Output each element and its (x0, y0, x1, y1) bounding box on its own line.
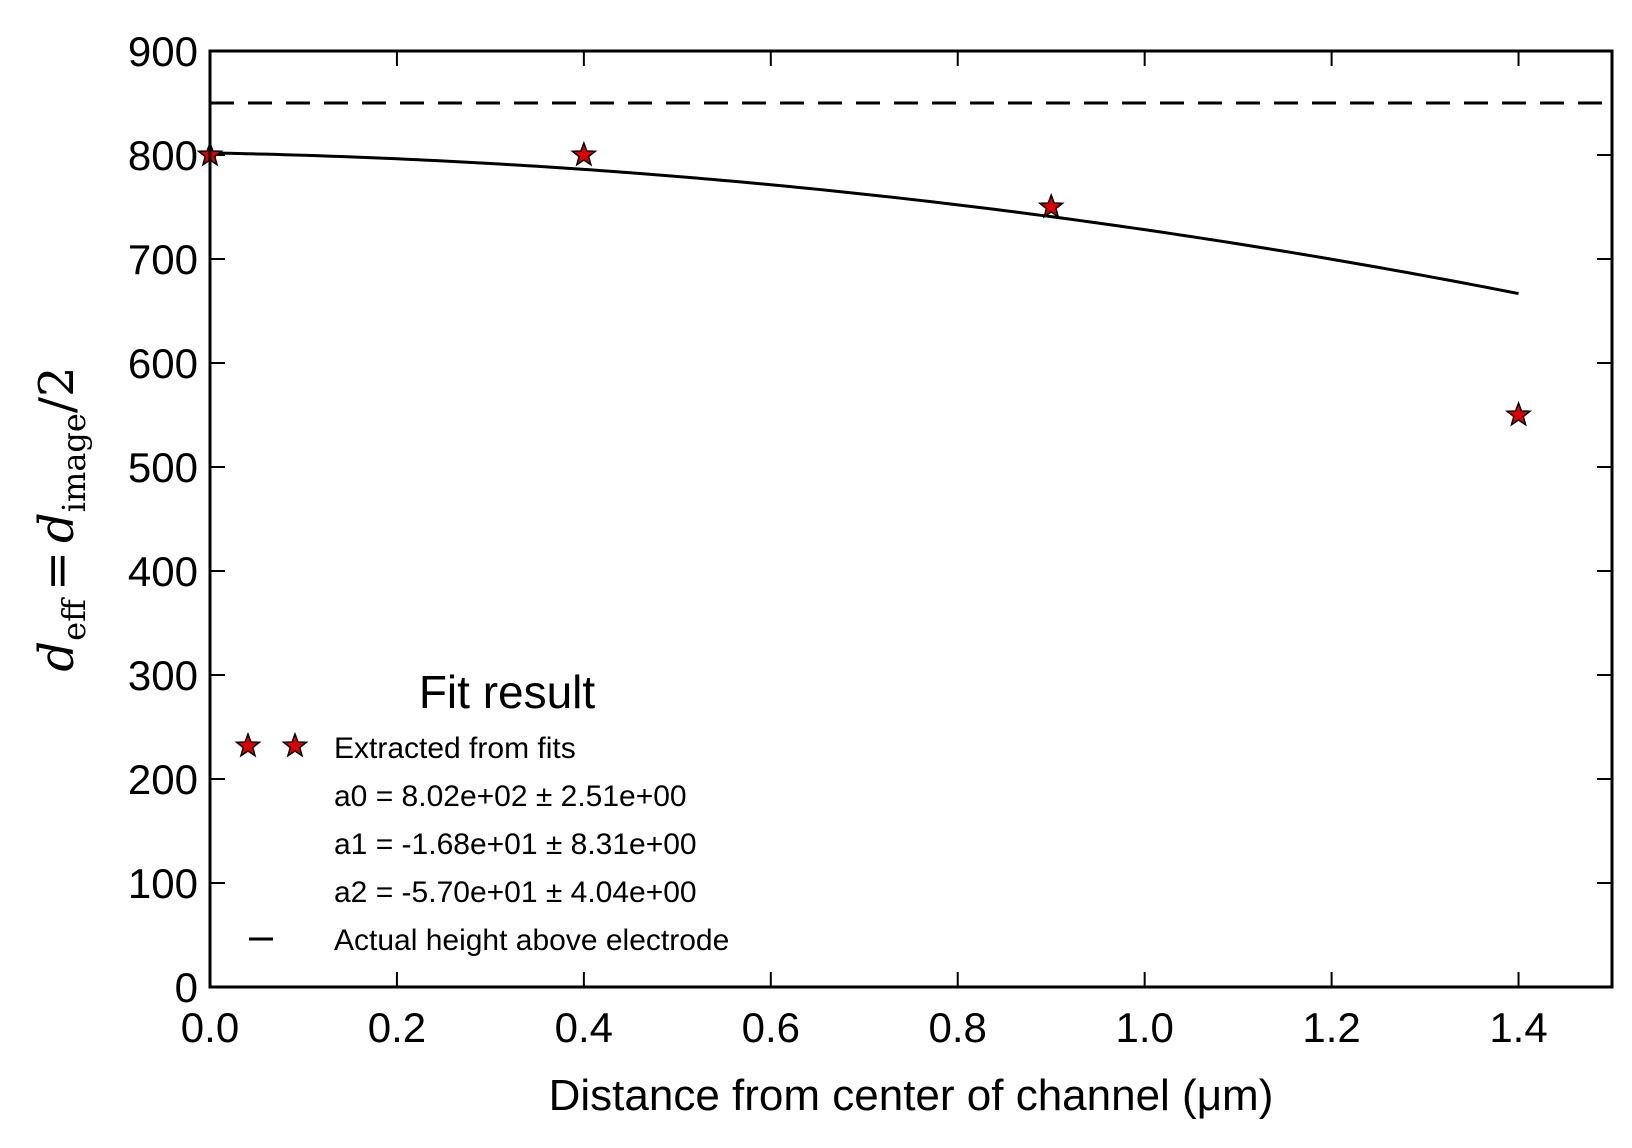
legend-title: Fit result (419, 666, 596, 718)
tick-labels: 0.0 0.2 0.4 0.6 0.8 1.0 1.2 1.4 0 100 200 300 400 500… (128, 28, 1548, 1051)
x-tick-label: 0.8 (929, 1004, 987, 1051)
y-tick-label: 900 (128, 28, 198, 75)
y-label-image: image (55, 413, 93, 512)
legend-entry-a1: a1 = -1.68e+01 ± 8.31e+00 (334, 828, 697, 861)
y-axis-label: deff=dimage/2 (29, 366, 93, 671)
y-label-d2: d (29, 512, 85, 543)
y-tick-label: 200 (128, 756, 198, 803)
x-tick-label: 1.2 (1302, 1004, 1360, 1051)
data-point-star (1037, 192, 1065, 219)
x-axis-label: Distance from center of channel (μm) (549, 1071, 1274, 1120)
y-tick-label: 0 (175, 964, 198, 1011)
y-label-equals: = (29, 551, 85, 591)
legend-marker-stars (234, 731, 309, 758)
legend-star-icon (234, 731, 262, 758)
y-tick-label: 400 (128, 548, 198, 595)
x-tick-label: 0.0 (181, 1004, 239, 1051)
y-tick-label: 500 (128, 444, 198, 491)
y-tick-label: 700 (128, 236, 198, 283)
x-tick-label: 0.4 (555, 1004, 613, 1051)
legend: Fit result Extracted from fits a0 = 8.02… (234, 666, 729, 957)
x-tick-label: 1.4 (1489, 1004, 1547, 1051)
fit-curve (209, 151, 1519, 296)
legend-entry-extracted: Extracted from fits (334, 732, 576, 765)
legend-entry-a0: a0 = 8.02e+02 ± 2.51e+00 (334, 780, 687, 813)
y-label-div: /2 (29, 366, 85, 413)
y-tick-label: 300 (128, 652, 198, 699)
y-tick-label: 600 (128, 340, 198, 387)
y-label-d: d (29, 641, 85, 672)
y-tick-label: 800 (128, 132, 198, 179)
legend-entry-actual-height: Actual height above electrode (334, 924, 729, 957)
plot-elements (196, 101, 1612, 427)
data-point-star (1505, 400, 1533, 427)
legend-entry-a2: a2 = -5.70e+01 ± 4.04e+00 (334, 876, 697, 909)
plot-frame (208, 49, 1614, 989)
x-tick-label: 0.2 (368, 1004, 426, 1051)
y-label-eff: eff (55, 597, 93, 641)
y-tick-label: 100 (128, 860, 198, 907)
data-point-star (570, 140, 598, 167)
x-tick-label: 1.0 (1115, 1004, 1173, 1051)
svg-text:deff=dimage/2: deff=dimage/2 (29, 366, 93, 671)
legend-star-icon (281, 731, 309, 758)
x-tick-label: 0.6 (742, 1004, 800, 1051)
